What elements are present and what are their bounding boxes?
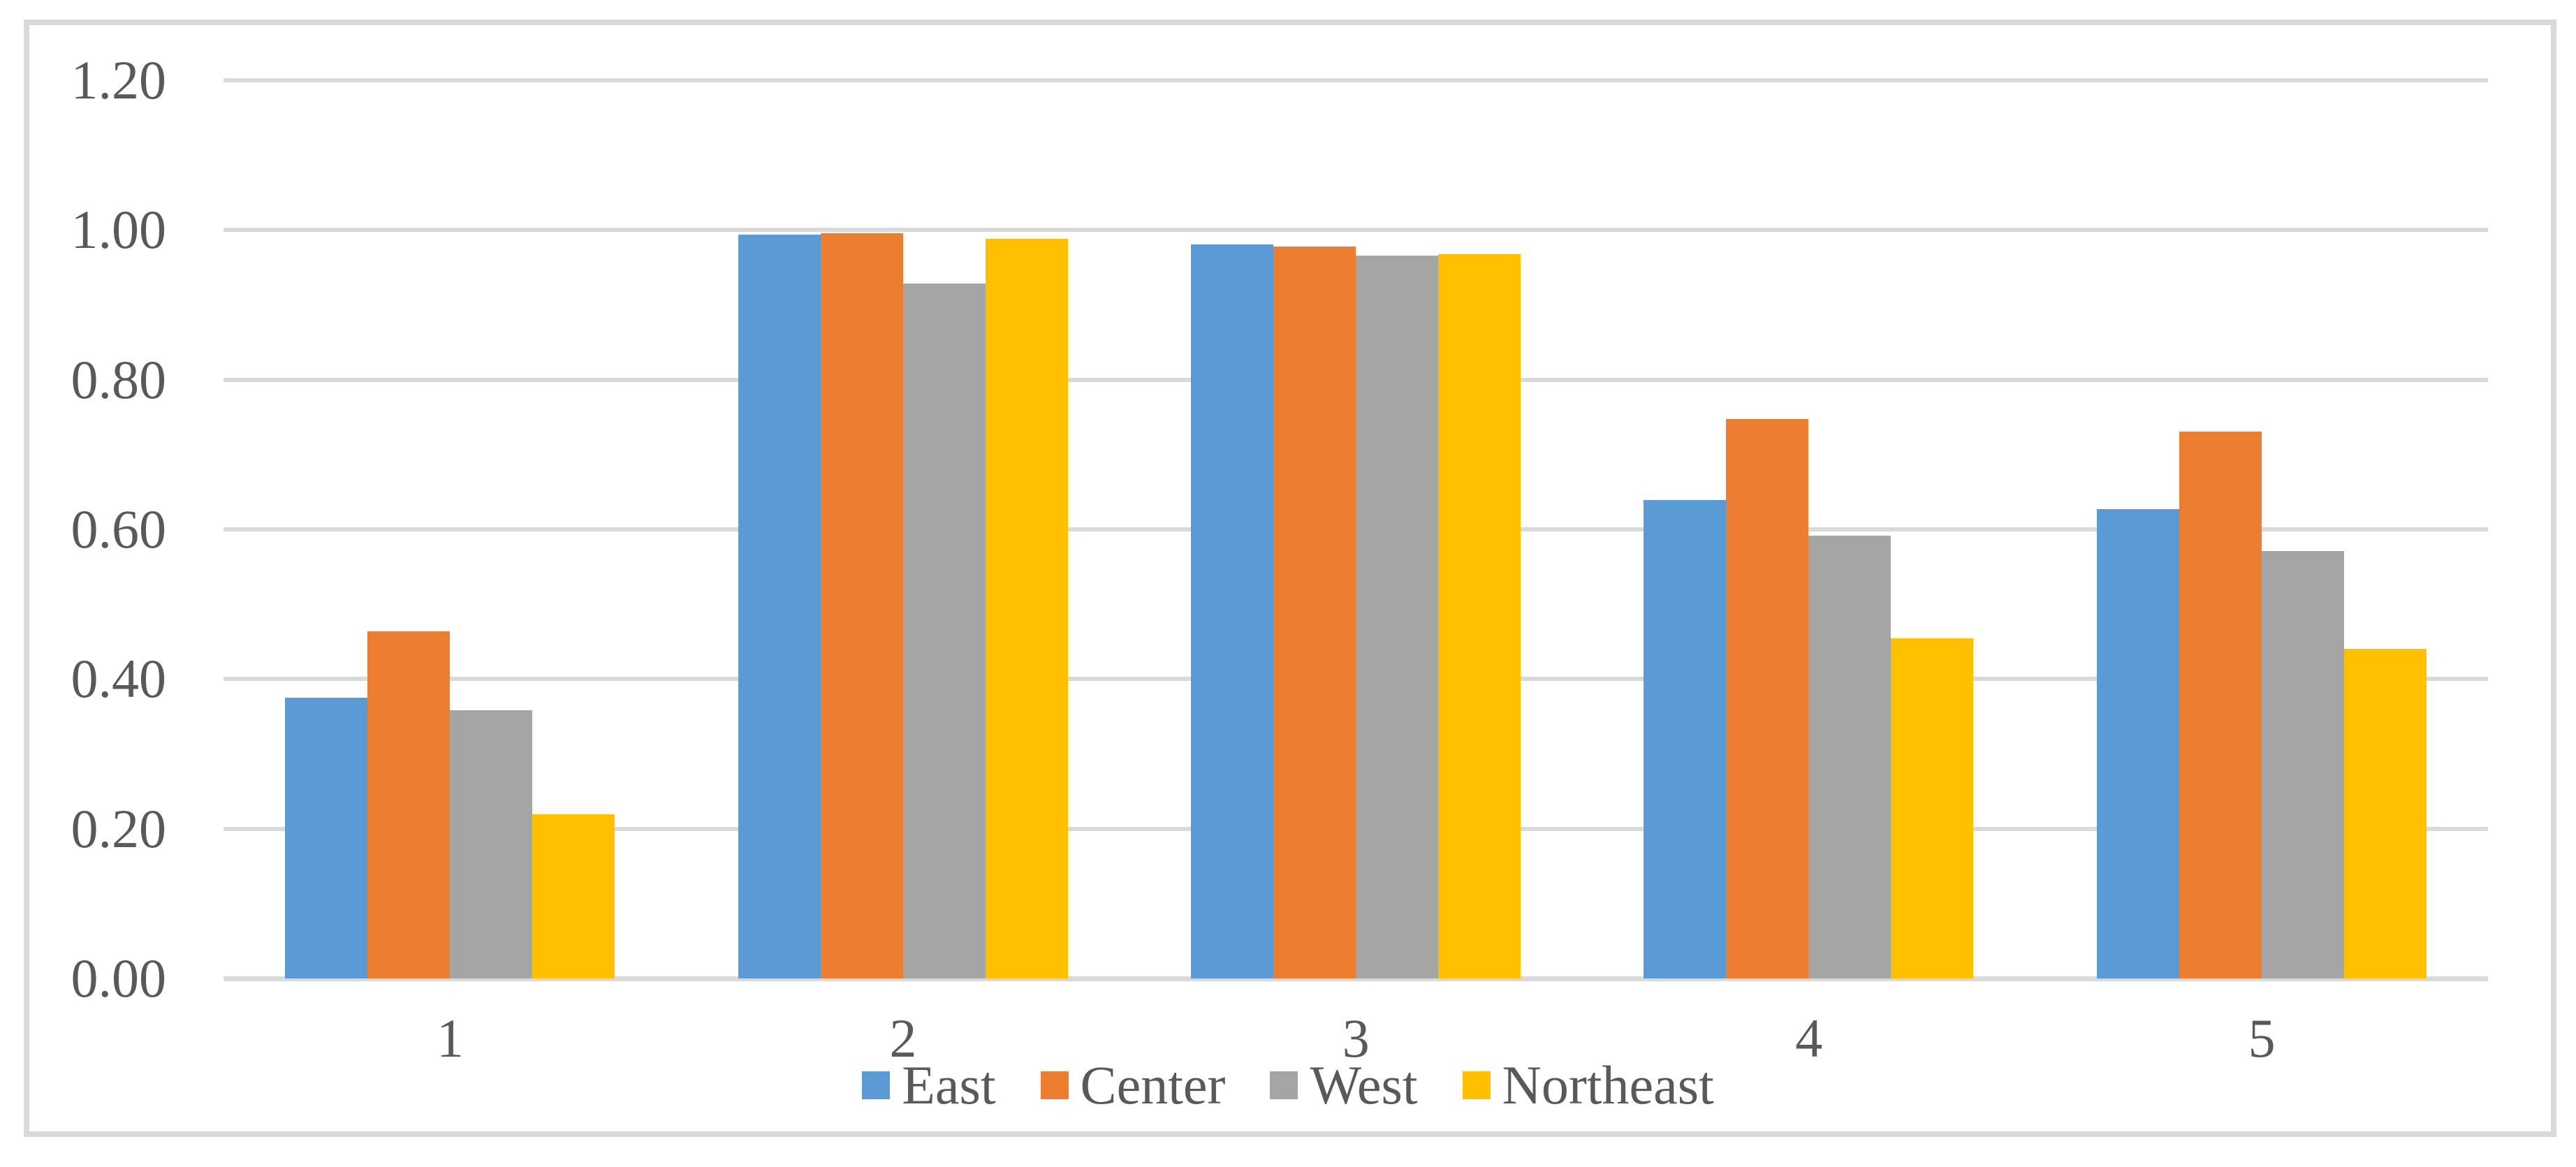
bar-northeast-cat2 [985, 239, 1068, 978]
legend-item-northeast: Northeast [1462, 1055, 1714, 1115]
bar-east-cat3 [1191, 244, 1273, 978]
legend-swatch-icon [1270, 1071, 1298, 1099]
y-tick-label: 1.00 [71, 199, 167, 260]
bar-center-cat1 [367, 631, 451, 978]
x-category-label: 4 [1795, 1008, 1823, 1069]
legend-item-center: Center [1040, 1055, 1226, 1115]
legend-label: East [902, 1055, 996, 1115]
bar-west-cat5 [2261, 551, 2344, 978]
legend-item-west: West [1270, 1055, 1418, 1115]
bar-northeast-cat4 [1891, 638, 1974, 978]
x-category-label: 5 [2248, 1008, 2276, 1069]
bar-northeast-cat1 [532, 814, 615, 978]
y-tick-label: 0.20 [71, 798, 167, 859]
y-tick-label: 0.40 [71, 648, 167, 710]
legend-label: Northeast [1502, 1055, 1714, 1115]
bar-east-cat1 [285, 698, 368, 978]
bar-center-cat2 [820, 233, 903, 978]
gridline [224, 228, 2488, 233]
bar-center-cat4 [1726, 419, 1809, 978]
legend-swatch-icon [1040, 1071, 1069, 1099]
bar-east-cat2 [738, 234, 821, 978]
x-category-label: 3 [1342, 1008, 1370, 1069]
chart-frame: 0.00 0.20 0.40 0.60 0.80 1.00 1.20 1 2 3 4 5 East C… [24, 20, 2556, 1137]
legend: East Center West Northeast [0, 1056, 2576, 1115]
bar-northeast-cat5 [2343, 649, 2427, 978]
gridline [224, 78, 2488, 82]
bar-center-cat5 [2179, 431, 2262, 978]
y-tick-label: 0.00 [71, 948, 167, 1008]
x-axis-line [224, 976, 2488, 981]
bar-west-cat2 [902, 284, 986, 978]
bar-west-cat3 [1356, 255, 1438, 978]
bar-west-cat1 [450, 710, 533, 978]
bar-east-cat4 [1644, 500, 1727, 978]
bar-center-cat3 [1273, 246, 1356, 978]
legend-swatch-icon [862, 1071, 891, 1099]
legend-swatch-icon [1462, 1071, 1491, 1099]
bar-northeast-cat3 [1438, 254, 1521, 978]
y-tick-label: 0.60 [71, 499, 167, 559]
bar-west-cat4 [1808, 535, 1891, 978]
x-category-label: 2 [889, 1008, 917, 1069]
y-tick-label: 0.80 [71, 348, 167, 410]
x-category-label: 1 [437, 1008, 464, 1069]
bar-east-cat5 [2096, 509, 2179, 978]
legend-item-east: East [862, 1055, 996, 1115]
y-tick-label: 1.20 [71, 50, 167, 110]
legend-label: West [1310, 1055, 1418, 1115]
legend-label: Center [1080, 1055, 1226, 1115]
